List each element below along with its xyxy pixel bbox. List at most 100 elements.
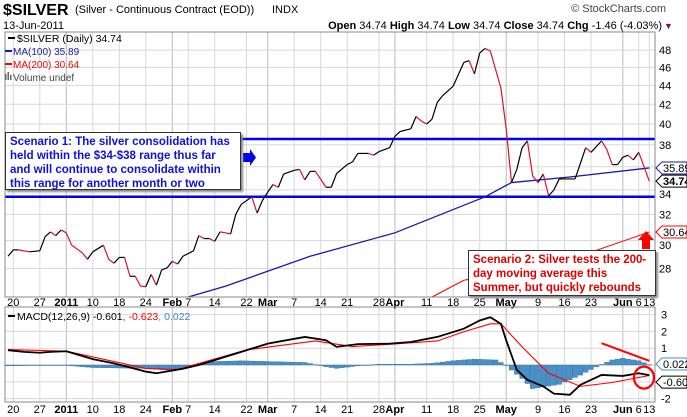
price-segment bbox=[304, 171, 311, 181]
histogram-bar bbox=[609, 359, 615, 366]
macd-tick-label: 1 bbox=[661, 343, 667, 355]
histogram-bar bbox=[74, 364, 80, 367]
price-segment bbox=[65, 232, 73, 246]
close-value: 34.74 bbox=[537, 20, 565, 32]
histogram-bar bbox=[233, 360, 239, 366]
highlight-circle bbox=[632, 365, 656, 390]
histogram-bar bbox=[620, 358, 626, 366]
histogram-bar bbox=[466, 359, 472, 366]
price-segment bbox=[150, 274, 157, 286]
x-tick-label: 20 bbox=[7, 297, 19, 309]
price-segment bbox=[140, 285, 146, 288]
chg-value: -1.46 (-4.03%) bbox=[592, 20, 662, 32]
x-tick-label: May bbox=[495, 297, 517, 309]
histogram-bar bbox=[572, 364, 578, 378]
x-tick-label: 6 bbox=[636, 404, 642, 416]
price-segment bbox=[39, 236, 46, 252]
price-segment bbox=[452, 62, 465, 87]
histogram-bar bbox=[217, 361, 223, 366]
legend-ma200: MA(200) 30.64 bbox=[13, 60, 80, 71]
x-tick-label: 28 bbox=[373, 404, 385, 416]
quote-line: Open 34.74 High 34.74 Low 34.74 Close 34… bbox=[328, 20, 662, 32]
price-segment bbox=[7, 249, 14, 257]
price-segment bbox=[314, 171, 327, 188]
price-segment bbox=[225, 232, 231, 235]
price-segment bbox=[124, 257, 131, 277]
price-segment bbox=[378, 147, 390, 153]
symbol-title: $SILVER bbox=[3, 2, 69, 19]
low-value: 34.74 bbox=[473, 20, 501, 32]
scenario-1-note: Scenario 1: The silver consolidation has… bbox=[5, 132, 241, 190]
histogram-bar bbox=[630, 359, 637, 366]
histogram-bar bbox=[31, 364, 38, 366]
price-legend: $SILVER (Daily) 34.74 MA(100) 35.89 MA(2… bbox=[5, 33, 122, 84]
histogram-bar bbox=[68, 364, 75, 367]
high-label: High bbox=[390, 20, 415, 32]
histogram-bar bbox=[42, 364, 48, 366]
histogram-bar bbox=[636, 360, 642, 366]
x-tick-label: 24 bbox=[140, 404, 152, 416]
histogram-bar bbox=[5, 364, 11, 367]
down-arrow-icon: ▼ bbox=[664, 21, 673, 31]
histogram-bar bbox=[355, 364, 361, 367]
histogram-bar bbox=[302, 362, 308, 366]
histogram-bar bbox=[243, 360, 250, 366]
price-last-label: 30.64 bbox=[663, 227, 687, 239]
histogram-bar bbox=[344, 364, 350, 368]
x-tick-label: 27 bbox=[34, 297, 46, 309]
macd-tick-label: -2 bbox=[661, 394, 671, 406]
x-tick-label: Jun bbox=[613, 297, 633, 309]
x-tick-label: 9 bbox=[535, 404, 541, 416]
price-segment bbox=[351, 153, 359, 163]
price-segment bbox=[192, 235, 200, 252]
x-tick-label: 13 bbox=[643, 297, 655, 309]
x-tick-label: 2011 bbox=[54, 297, 78, 309]
histogram-bar bbox=[461, 359, 467, 366]
histogram-bar bbox=[84, 364, 91, 368]
x-tick-label: 10 bbox=[87, 297, 99, 309]
histogram-bar bbox=[530, 364, 536, 389]
histogram-bar bbox=[493, 359, 499, 366]
signal-value: , -0.623 bbox=[123, 311, 159, 323]
x-tick-label: 21 bbox=[341, 297, 353, 309]
price-segment bbox=[60, 229, 67, 234]
histogram-bar bbox=[583, 364, 589, 373]
histogram-bar bbox=[599, 364, 605, 366]
price-segment bbox=[230, 213, 237, 235]
price-segment bbox=[389, 136, 396, 148]
y-tick-label: 48 bbox=[659, 45, 671, 57]
legend-swatch-ma200 bbox=[5, 63, 12, 65]
price-segment bbox=[235, 204, 242, 215]
low-label: Low bbox=[448, 20, 470, 32]
x-tick-label: 23 bbox=[585, 297, 597, 309]
histogram-bar bbox=[281, 361, 287, 366]
x-tick-label: 18 bbox=[113, 297, 125, 309]
y-tick-label: 42 bbox=[659, 99, 671, 111]
x-tick-label: 25 bbox=[474, 297, 486, 309]
x-tick-label: 11 bbox=[421, 404, 432, 416]
price-segment bbox=[521, 140, 528, 149]
histogram-bar bbox=[323, 364, 329, 367]
price-last-label-box bbox=[655, 161, 687, 175]
macd-tick-label: 2 bbox=[661, 326, 667, 338]
histogram-bar bbox=[418, 363, 425, 366]
price-segment bbox=[330, 173, 338, 188]
y-tick-label: 40 bbox=[659, 119, 671, 131]
symbol-description: (Silver - Continuous Contract (EOD)) bbox=[75, 4, 254, 16]
macd-line bbox=[7, 316, 650, 396]
histogram-bar bbox=[37, 364, 43, 366]
histogram-bar bbox=[328, 364, 334, 368]
price-segment bbox=[484, 47, 491, 52]
histogram-bar bbox=[318, 364, 324, 366]
histogram-bar bbox=[307, 363, 313, 366]
x-tick-label: Mar bbox=[258, 297, 278, 309]
histogram-bar bbox=[387, 363, 393, 366]
histogram-bar bbox=[159, 364, 165, 370]
price-segment bbox=[606, 149, 613, 165]
x-tick-label: 16 bbox=[558, 404, 570, 416]
price-segment bbox=[336, 164, 348, 174]
y-tick-label: 28 bbox=[659, 264, 671, 276]
price-segment bbox=[442, 85, 454, 97]
price-segment bbox=[267, 184, 274, 193]
price-segment bbox=[415, 115, 422, 122]
